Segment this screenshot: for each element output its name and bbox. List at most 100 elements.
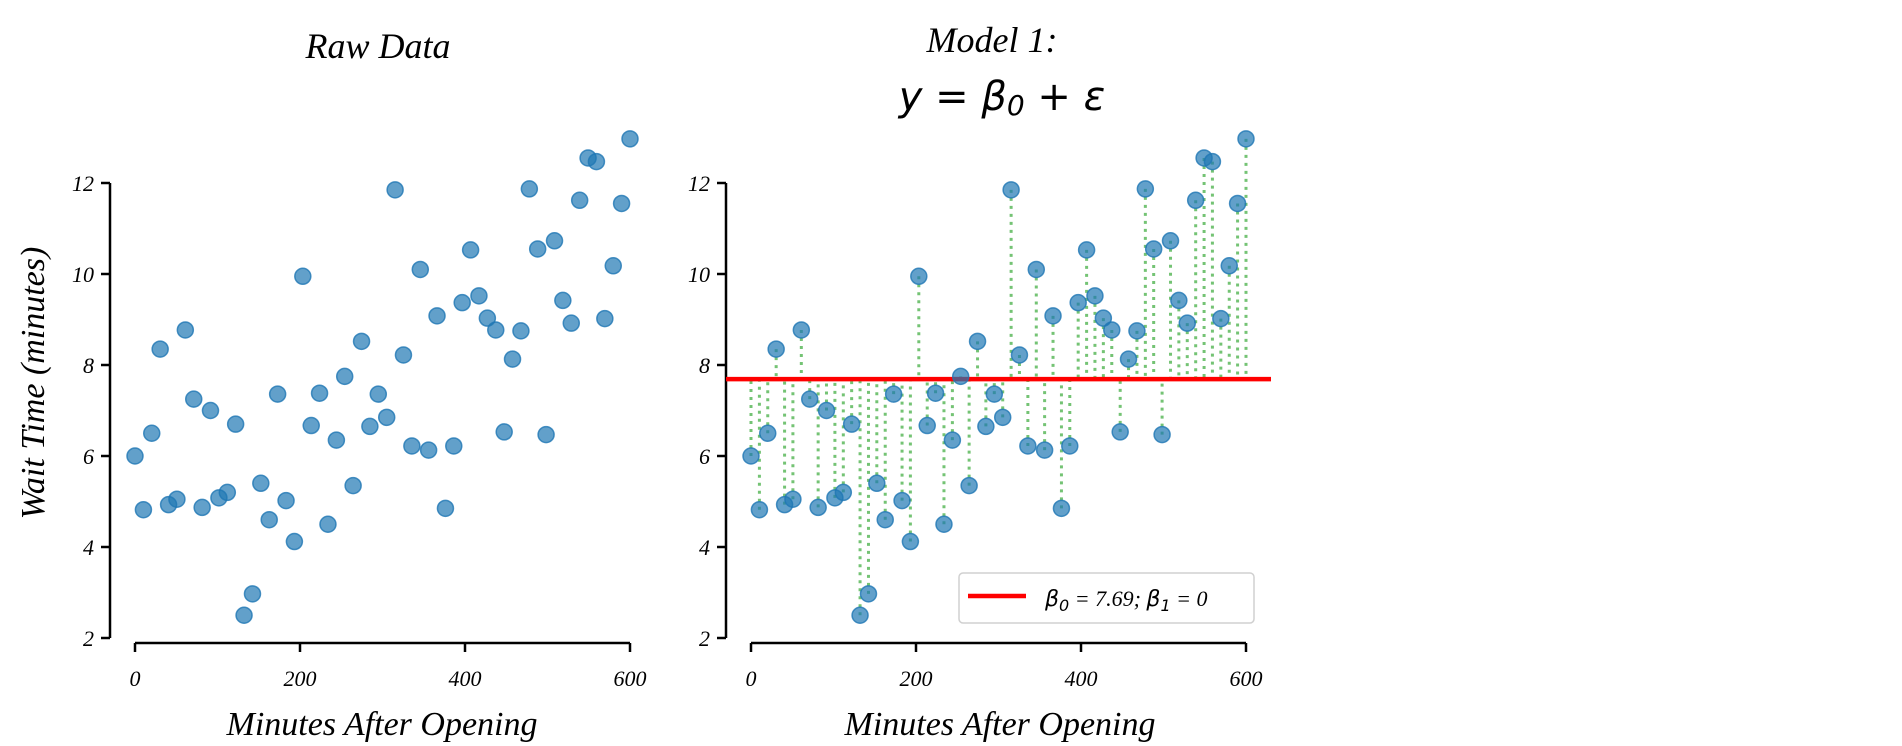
data-point	[495, 423, 513, 441]
data-point	[361, 417, 379, 436]
data-point	[1228, 194, 1247, 213]
data-point	[528, 240, 547, 258]
data-point	[319, 515, 337, 533]
x-tick-label: 600	[1230, 666, 1263, 691]
data-point	[1203, 152, 1222, 171]
data-point	[842, 415, 861, 433]
data-point	[226, 415, 245, 433]
data-point	[1044, 307, 1062, 325]
y-tick-label: 6	[83, 444, 94, 469]
data-point	[1052, 499, 1071, 518]
data-point	[394, 346, 413, 364]
data-point	[977, 417, 995, 436]
data-point	[193, 498, 211, 517]
data-point	[893, 491, 911, 510]
y-tick-label: 10	[688, 262, 710, 287]
data-point	[868, 474, 886, 493]
data-point	[834, 483, 853, 502]
data-point	[1178, 314, 1197, 332]
model-axes: 2 4 6 8 10 12 0 200 400 600	[688, 171, 1263, 691]
data-point	[184, 390, 203, 408]
data-point	[260, 510, 278, 529]
data-point	[461, 241, 480, 259]
data-point	[403, 437, 421, 455]
data-point	[1136, 180, 1155, 198]
data-point	[1237, 130, 1255, 148]
data-point	[134, 500, 153, 519]
model-title: Model 1:	[926, 20, 1058, 60]
x-tick-label: 600	[614, 666, 647, 691]
data-point	[1103, 321, 1121, 339]
data-point	[377, 408, 396, 427]
raw-data-points	[126, 130, 639, 624]
data-point	[243, 585, 262, 603]
model-equation: y = β0 + ε	[898, 74, 1106, 122]
x-axis-label-right: Minutes After Opening	[844, 706, 1156, 743]
data-point	[767, 340, 785, 358]
data-point	[310, 384, 329, 402]
data-point	[1111, 423, 1129, 441]
data-point	[369, 385, 388, 403]
data-point	[968, 332, 987, 351]
legend-box	[958, 572, 1255, 624]
data-point	[876, 510, 894, 529]
raw-data-title: Raw Data	[304, 26, 450, 66]
data-point	[1212, 309, 1230, 328]
y-tick-label: 2	[699, 626, 710, 651]
data-point	[176, 321, 195, 339]
data-point	[851, 606, 869, 624]
data-point	[784, 490, 802, 508]
data-point	[386, 181, 404, 199]
data-point	[545, 232, 564, 250]
data-point	[1153, 425, 1171, 444]
data-point	[1069, 293, 1087, 312]
data-point	[1035, 441, 1054, 459]
x-axis-label-left: Minutes After Opening	[226, 706, 538, 743]
x-tick-label: 200	[900, 666, 933, 691]
legend-label: β0 = 7.69; β1 = 0	[1044, 586, 1208, 615]
data-point	[1094, 309, 1113, 327]
data-point	[926, 384, 945, 402]
x-tick-label: 200	[284, 666, 317, 691]
data-point	[910, 267, 928, 286]
data-point	[520, 180, 539, 198]
data-point	[344, 476, 362, 495]
data-point	[596, 309, 614, 328]
x-tick-label: 0	[130, 666, 141, 691]
data-point	[142, 424, 161, 442]
data-point	[252, 474, 270, 493]
data-point	[428, 307, 446, 325]
data-point	[1002, 181, 1020, 199]
data-point	[1119, 350, 1138, 368]
data-point	[1128, 322, 1146, 340]
data-point	[554, 291, 572, 310]
data-point	[935, 515, 953, 533]
data-point	[985, 385, 1004, 403]
y-tick-label: 8	[699, 353, 710, 378]
data-point	[621, 130, 639, 148]
data-point	[742, 447, 760, 465]
y-tick-label: 12	[688, 171, 710, 196]
data-point	[335, 367, 354, 386]
raw-data-axes: 2 4 6 8 10 12 0 200 400 600	[72, 171, 647, 691]
data-point	[1077, 241, 1096, 259]
data-point	[487, 321, 505, 339]
data-point	[1019, 437, 1037, 455]
data-point	[294, 267, 312, 286]
data-point	[302, 416, 320, 435]
data-point	[235, 606, 253, 624]
y-tick-label: 12	[72, 171, 94, 196]
data-point	[750, 500, 769, 519]
data-point	[562, 314, 581, 332]
model-1-panel: Model 1: y = β0 + ε Minutes After Openin…	[688, 20, 1271, 743]
data-point	[817, 401, 836, 420]
data-point	[478, 309, 497, 327]
data-point	[1170, 291, 1188, 310]
data-point	[419, 441, 438, 459]
data-point	[503, 350, 522, 368]
data-point	[277, 491, 295, 510]
data-point	[1144, 240, 1163, 258]
data-point	[758, 424, 777, 442]
data-point	[612, 194, 631, 213]
